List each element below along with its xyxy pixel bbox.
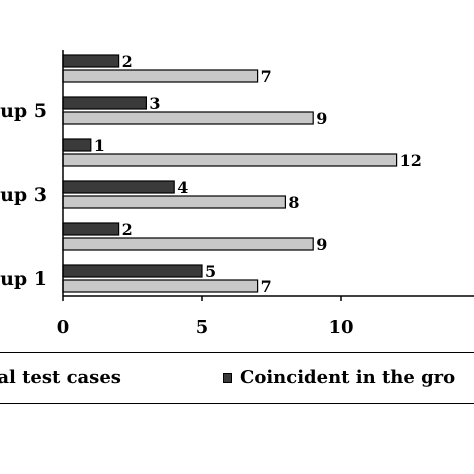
bar-total-2 <box>62 195 286 209</box>
data-label-total-3: 12 <box>400 151 422 170</box>
bar-coincident-1 <box>62 222 120 236</box>
data-label-coincident-0: 5 <box>205 262 216 281</box>
bar-coincident-4 <box>62 96 148 110</box>
data-label-coincident-3: 1 <box>94 136 105 155</box>
bar-coincident-5 <box>62 54 120 68</box>
x-tick-label-1: 5 <box>196 317 209 338</box>
x-tick-label-2: 10 <box>328 317 353 338</box>
data-label-total-2: 8 <box>288 193 299 212</box>
data-label-total-1: 9 <box>316 235 327 254</box>
legend-label-coincident: Coincident in the gro <box>240 367 456 388</box>
data-label-total-0: 7 <box>261 277 272 296</box>
bars-layer: 5 7 2 9 4 8 1 12 3 9 2 7 <box>62 52 422 296</box>
legend-swatch-coincident <box>223 372 232 383</box>
bar-coincident-2 <box>62 180 175 194</box>
x-tick-label-0: 0 <box>57 317 70 338</box>
bar-coincident-3 <box>62 138 92 152</box>
y-category-label-2: up 3 <box>0 184 47 206</box>
data-label-coincident-2: 4 <box>177 178 188 197</box>
legend-item-coincident: Coincident in the gro <box>223 367 455 388</box>
legend: tal test cases Coincident in the gro <box>0 352 474 404</box>
bar-total-3 <box>62 153 398 167</box>
data-label-coincident-4: 3 <box>149 94 160 113</box>
bar-total-4 <box>62 111 314 125</box>
y-category-label-0: up 1 <box>0 268 47 290</box>
data-label-total-5: 7 <box>261 67 272 86</box>
bar-total-0 <box>62 279 259 293</box>
data-label-coincident-5: 2 <box>122 52 133 71</box>
bar-coincident-0 <box>62 264 203 278</box>
legend-label-total: tal test cases <box>0 367 121 388</box>
legend-item-total: tal test cases <box>0 367 121 388</box>
bar-total-5 <box>62 69 259 83</box>
y-category-label-4: up 5 <box>0 100 47 122</box>
x-ticks-layer: 05101 <box>57 296 474 338</box>
category-labels-layer: up 1 up 3 up 5 <box>0 100 47 290</box>
data-label-coincident-1: 2 <box>122 220 133 239</box>
data-label-total-4: 9 <box>316 109 327 128</box>
bar-total-1 <box>62 237 314 251</box>
